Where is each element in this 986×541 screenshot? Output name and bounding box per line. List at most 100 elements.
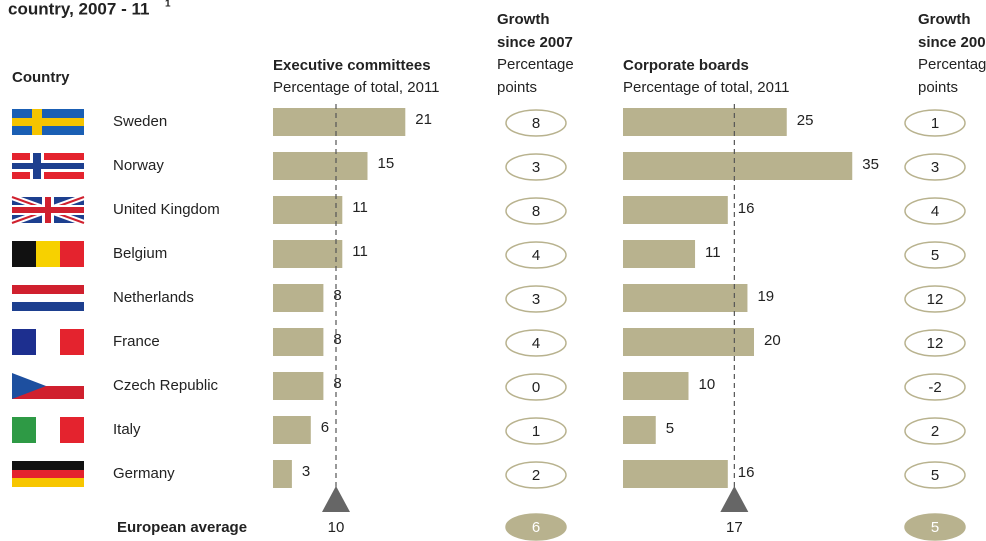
board-growth-label: 12	[927, 335, 944, 352]
board-growth-oval	[904, 461, 966, 489]
exec-bar	[273, 284, 324, 312]
exec-growth-oval	[505, 241, 567, 269]
flag-part	[12, 329, 36, 355]
board-bar	[623, 460, 728, 488]
board-growth-oval	[904, 373, 966, 401]
flag	[12, 153, 84, 179]
exec-growth-label: 3	[532, 291, 540, 308]
board-value: 25	[797, 112, 814, 129]
flag-part	[36, 329, 60, 355]
board-growth-label: 5	[931, 247, 939, 264]
exec-value: 11	[352, 243, 368, 260]
flag-part	[12, 478, 84, 487]
board-growth-oval	[904, 241, 966, 269]
boards-subtitle: Percentage of total, 2011	[623, 79, 790, 96]
exec-value: 21	[415, 111, 432, 128]
board-growth-oval	[904, 109, 966, 137]
flag-part	[12, 417, 36, 443]
flag-part	[36, 241, 60, 267]
board-growth-label: 5	[931, 467, 939, 484]
exec-growth-label: 2	[532, 467, 540, 484]
board-bar	[623, 372, 689, 400]
exec-growth-label: 8	[532, 203, 540, 220]
board-value: 16	[738, 200, 755, 217]
boards-growth-subtitle: points	[918, 79, 958, 96]
board-value: 20	[764, 332, 781, 349]
exec-bar	[273, 152, 368, 180]
flag-part	[36, 417, 60, 443]
flag-part	[12, 118, 84, 126]
country-name: Czech Republic	[113, 377, 219, 394]
boards-growth-title: since 2007	[918, 34, 986, 51]
flag-part	[12, 241, 36, 267]
board-growth-oval	[904, 153, 966, 181]
flag-part	[12, 207, 84, 213]
average-marker	[720, 486, 749, 512]
exec-growth-oval	[505, 285, 567, 313]
flag-part	[12, 302, 84, 311]
exec-title: Executive committees	[273, 57, 431, 74]
board-growth-average-oval	[904, 513, 966, 541]
exec-growth-oval	[505, 373, 567, 401]
board-bar	[623, 196, 728, 224]
exec-value: 8	[333, 287, 341, 304]
country-name: Italy	[113, 421, 141, 438]
flag-part	[12, 285, 84, 294]
exec-value: 6	[321, 419, 329, 436]
board-value: 35	[862, 156, 879, 173]
average-marker	[322, 486, 350, 512]
board-bar	[623, 328, 754, 356]
board-growth-label: 3	[931, 159, 939, 176]
exec-growth-oval	[505, 461, 567, 489]
board-growth-oval	[904, 197, 966, 225]
exec-subtitle: Percentage of total, 2011	[273, 79, 440, 96]
exec-growth-label: 4	[532, 247, 540, 264]
flag-part	[12, 294, 84, 302]
country-name: Sweden	[113, 113, 167, 130]
exec-growth-title: since 2007	[497, 34, 573, 51]
flag-part	[60, 241, 84, 267]
title: country, 2007 - 11	[8, 0, 149, 18]
exec-growth-title: Growth	[497, 11, 550, 28]
board-growth-label: 1	[931, 115, 939, 132]
exec-growth-oval	[505, 417, 567, 445]
exec-growth-label: 0	[532, 379, 540, 396]
board-bar	[623, 416, 656, 444]
board-growth-label: 2	[931, 423, 939, 440]
board-bar	[623, 152, 853, 180]
board-value: 16	[738, 464, 755, 481]
exec-growth-average-oval	[505, 513, 567, 541]
exec-bar	[273, 416, 311, 444]
exec-value: 3	[302, 463, 310, 480]
board-value: 11	[705, 244, 721, 261]
board-bar	[623, 284, 748, 312]
exec-bar	[273, 460, 292, 488]
flag-part	[60, 417, 84, 443]
exec-growth-oval	[505, 197, 567, 225]
board-growth-oval	[904, 417, 966, 445]
board-growth-label: -2	[928, 379, 941, 396]
average-value: 10	[328, 519, 345, 536]
country-name: Norway	[113, 157, 164, 174]
exec-growth-label: 4	[532, 335, 540, 352]
flag	[10, 194, 86, 226]
boards-title: Corporate boards	[623, 57, 749, 74]
board-value: 19	[757, 288, 774, 305]
exec-growth-label: 8	[532, 115, 540, 132]
country-name: Belgium	[113, 245, 167, 262]
exec-value: 8	[333, 331, 341, 348]
exec-bar	[273, 240, 343, 268]
exec-value: 8	[333, 375, 341, 392]
board-bar	[623, 240, 696, 268]
flag-part	[12, 470, 84, 478]
exec-bar	[273, 108, 406, 136]
flag	[12, 285, 84, 311]
flag	[12, 461, 84, 487]
average-value: 17	[726, 519, 743, 536]
exec-growth-oval	[505, 153, 567, 181]
board-growth-oval	[904, 285, 966, 313]
flag-part	[12, 461, 84, 470]
country-name: United Kingdom	[113, 201, 220, 218]
average-label: European average	[117, 519, 247, 536]
